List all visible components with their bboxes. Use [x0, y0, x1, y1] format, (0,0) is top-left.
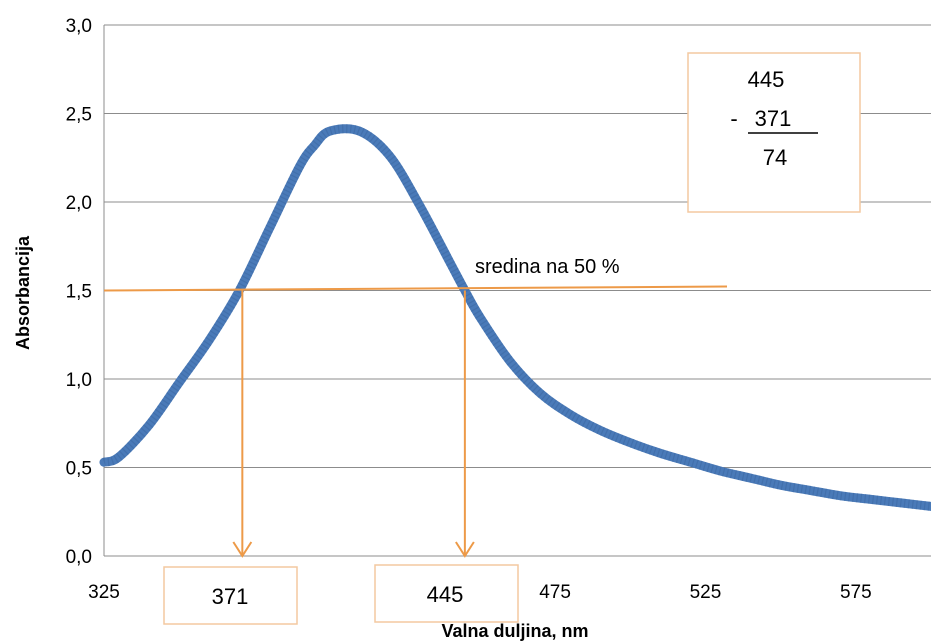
- half-height-label: sredina na 50 %: [475, 256, 620, 278]
- calc-minus-sign: -: [730, 106, 737, 131]
- left-wavelength-box: [163, 566, 298, 625]
- left-wavelength-value: 371: [212, 584, 249, 609]
- calc-top-value: 445: [748, 67, 785, 92]
- x-tick-label: 475: [539, 582, 571, 603]
- right-wavelength-box: [374, 564, 519, 623]
- y-tick-label: 0,5: [66, 459, 92, 480]
- x-tick-label: 525: [690, 582, 722, 603]
- y-tick-label: 1,5: [66, 282, 92, 303]
- y-tick-labels: 0,0 0,5 1,0 1,5 2,0 2,5 3,0: [66, 16, 92, 568]
- x-tick-labels: 325 475 525 575: [88, 582, 872, 603]
- right-arrow-head: [455, 541, 475, 558]
- annotation-layer: [103, 285, 728, 558]
- y-tick-label: 0,0: [66, 547, 92, 568]
- calc-result-value: 74: [763, 145, 787, 170]
- x-axis-title: Valna duljina, nm: [441, 621, 588, 641]
- x-tick-label: 575: [840, 582, 872, 603]
- calc-middle-value: 371: [755, 106, 792, 131]
- left-arrow-head: [232, 541, 253, 558]
- y-tick-label: 2,5: [66, 105, 92, 126]
- half-height-line: [103, 285, 728, 292]
- y-tick-label: 3,0: [66, 16, 92, 37]
- y-tick-label: 1,0: [66, 370, 92, 391]
- x-tick-label: 325: [88, 582, 120, 603]
- y-tick-label: 2,0: [66, 193, 92, 214]
- y-axis-title: Absorbancija: [13, 235, 33, 350]
- right-wavelength-value: 445: [427, 582, 464, 607]
